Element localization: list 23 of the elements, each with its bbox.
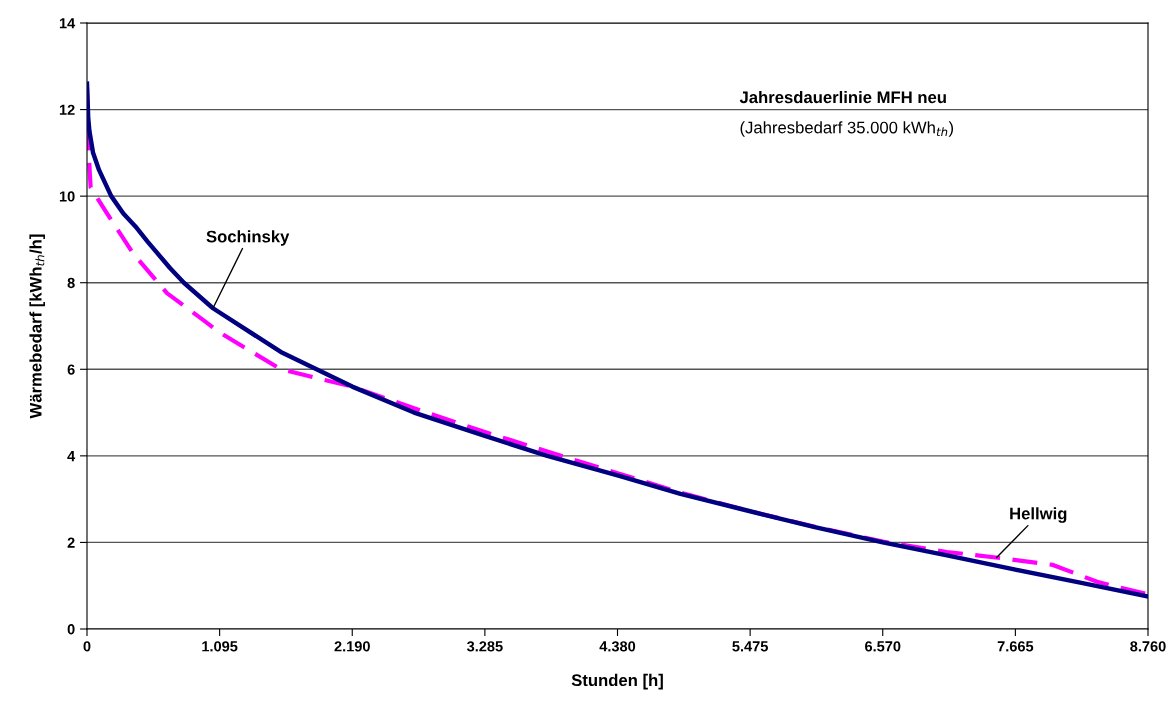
x-tick-label: 6.570 <box>865 641 901 652</box>
annotation: Sochinsky <box>206 230 290 246</box>
y-tick-label: 6 <box>67 364 75 375</box>
x-tick-label: 1.095 <box>202 641 238 652</box>
x-tick-label: 7.665 <box>997 641 1034 652</box>
y-axis-title: Wärmebedarf [kWh$_{th}$/h] <box>29 234 45 419</box>
x-tick-label: 4.380 <box>599 641 636 652</box>
annotation: Hellwig <box>1010 507 1067 523</box>
x-tick-label: 5.475 <box>732 641 768 652</box>
x-tick-label: 8.760 <box>1130 641 1166 652</box>
y-tick-label: 0 <box>67 624 75 635</box>
y-tick-label: 4 <box>67 451 76 462</box>
x-tick-label: 3.285 <box>466 641 503 652</box>
text: Jahresdauerlinie MFH neu <box>739 90 946 104</box>
y-tick-label: 14 <box>59 18 76 29</box>
text: (Jahresbedarf 35.000 kWh$_{th}$) <box>740 121 954 137</box>
y-tick-label: 8 <box>67 277 75 289</box>
y-tick-label: 2 <box>67 537 75 548</box>
x-tick-label: 0 <box>83 641 91 652</box>
y-tick-label: 12 <box>59 104 75 115</box>
y-tick-label: 10 <box>59 191 75 202</box>
x-axis-title: Stunden [h] <box>571 673 663 690</box>
x-tick-label: 2.190 <box>334 641 370 652</box>
